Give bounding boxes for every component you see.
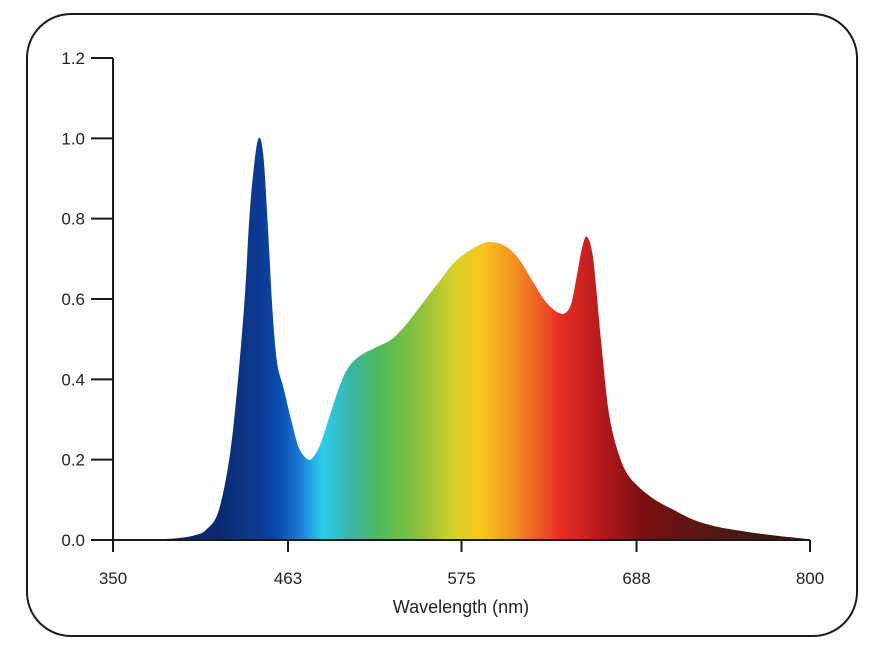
y-tick-label: 0.8 bbox=[61, 210, 85, 229]
y-tick-label: 0.2 bbox=[61, 451, 85, 470]
x-tick-label: 350 bbox=[99, 569, 127, 588]
y-axis-ticks: 0.0 0.2 0.4 0.6 0.8 1.0 1.2 bbox=[61, 49, 113, 550]
y-tick-label: 0.0 bbox=[61, 531, 85, 550]
y-tick-label: 0.4 bbox=[61, 370, 85, 389]
x-tick-label: 688 bbox=[622, 569, 650, 588]
y-tick-label: 1.0 bbox=[61, 129, 85, 148]
x-tick-label: 800 bbox=[796, 569, 824, 588]
x-axis-label: Wavelength (nm) bbox=[393, 597, 529, 617]
x-axis-ticks: 350 463 575 688 800 bbox=[99, 540, 824, 588]
y-tick-label: 1.2 bbox=[61, 49, 85, 68]
x-tick-label: 463 bbox=[274, 569, 302, 588]
spectrum-area-layer bbox=[113, 137, 810, 540]
x-tick-label: 575 bbox=[447, 569, 475, 588]
y-tick-label: 0.6 bbox=[61, 290, 85, 309]
spectrum-area-series-0 bbox=[113, 137, 810, 540]
